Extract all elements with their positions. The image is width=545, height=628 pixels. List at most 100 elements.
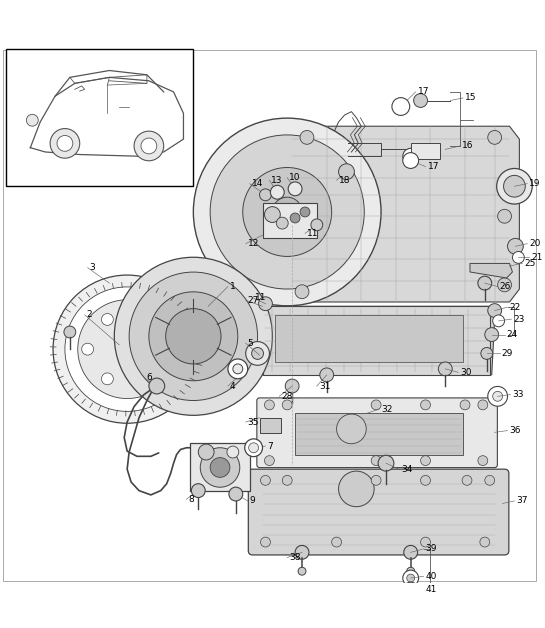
Circle shape xyxy=(478,456,488,465)
Circle shape xyxy=(198,444,214,460)
Text: 41: 41 xyxy=(426,585,437,593)
Text: 39: 39 xyxy=(426,544,437,553)
Circle shape xyxy=(141,313,153,325)
Circle shape xyxy=(320,368,334,382)
Circle shape xyxy=(496,168,532,204)
Circle shape xyxy=(371,475,381,485)
Circle shape xyxy=(243,168,332,256)
Circle shape xyxy=(259,189,271,201)
Text: 32: 32 xyxy=(381,404,392,414)
Text: 13: 13 xyxy=(271,176,283,185)
Circle shape xyxy=(246,342,269,365)
Text: 36: 36 xyxy=(510,426,521,435)
Circle shape xyxy=(404,546,417,560)
Circle shape xyxy=(481,347,493,359)
FancyBboxPatch shape xyxy=(249,469,509,555)
Text: 11: 11 xyxy=(255,293,266,302)
Text: 1: 1 xyxy=(230,282,235,291)
Circle shape xyxy=(488,386,507,406)
Text: 2: 2 xyxy=(87,310,92,320)
Circle shape xyxy=(438,362,452,376)
Circle shape xyxy=(371,400,381,410)
Circle shape xyxy=(290,213,300,223)
Circle shape xyxy=(300,207,310,217)
Circle shape xyxy=(252,347,263,359)
Circle shape xyxy=(460,400,470,410)
Circle shape xyxy=(249,443,258,453)
Circle shape xyxy=(478,276,492,290)
Circle shape xyxy=(378,455,394,471)
Circle shape xyxy=(493,315,505,327)
Circle shape xyxy=(298,567,306,575)
Text: 17: 17 xyxy=(427,162,439,171)
Circle shape xyxy=(270,185,284,199)
Circle shape xyxy=(26,114,38,126)
Circle shape xyxy=(149,378,165,394)
Circle shape xyxy=(50,129,80,158)
Text: 27: 27 xyxy=(247,296,259,305)
Text: 37: 37 xyxy=(517,496,528,506)
Circle shape xyxy=(82,344,94,355)
Text: 10: 10 xyxy=(289,173,301,182)
Circle shape xyxy=(101,313,113,325)
Circle shape xyxy=(332,537,342,547)
Text: 6: 6 xyxy=(146,373,152,382)
Circle shape xyxy=(65,287,190,411)
Text: 22: 22 xyxy=(510,303,520,311)
Text: 40: 40 xyxy=(426,572,437,581)
Circle shape xyxy=(478,400,488,410)
Text: 5: 5 xyxy=(247,338,253,348)
Circle shape xyxy=(141,138,157,154)
Circle shape xyxy=(200,448,240,487)
Circle shape xyxy=(282,400,292,410)
Text: 20: 20 xyxy=(529,239,541,248)
Circle shape xyxy=(210,135,364,289)
Circle shape xyxy=(403,582,419,598)
Text: 21: 21 xyxy=(531,253,543,262)
Text: 14: 14 xyxy=(252,179,263,188)
Bar xyxy=(263,203,317,237)
Circle shape xyxy=(233,364,243,374)
Bar xyxy=(5,49,193,187)
Bar xyxy=(295,413,463,455)
Text: 35: 35 xyxy=(247,418,259,426)
Bar xyxy=(275,315,463,362)
Circle shape xyxy=(337,414,366,444)
Circle shape xyxy=(272,197,302,227)
Circle shape xyxy=(300,131,314,144)
Circle shape xyxy=(462,475,472,485)
Circle shape xyxy=(149,292,238,381)
Circle shape xyxy=(488,304,501,318)
Text: 19: 19 xyxy=(529,179,541,188)
Circle shape xyxy=(228,359,247,379)
Text: 11: 11 xyxy=(307,229,318,238)
Circle shape xyxy=(493,391,502,401)
Text: 4: 4 xyxy=(230,382,235,391)
Circle shape xyxy=(295,546,309,560)
Circle shape xyxy=(134,131,164,161)
Circle shape xyxy=(421,475,431,485)
Circle shape xyxy=(245,439,263,457)
Circle shape xyxy=(78,300,177,399)
Bar xyxy=(190,443,250,490)
Circle shape xyxy=(166,308,221,364)
Text: 9: 9 xyxy=(250,496,256,506)
Polygon shape xyxy=(287,126,519,302)
Circle shape xyxy=(141,373,153,385)
Circle shape xyxy=(285,379,299,393)
Circle shape xyxy=(264,456,274,465)
Circle shape xyxy=(488,131,501,144)
Circle shape xyxy=(498,209,511,223)
Circle shape xyxy=(210,458,230,477)
Circle shape xyxy=(276,217,288,229)
Bar xyxy=(411,143,440,159)
Text: 30: 30 xyxy=(460,368,471,377)
Text: 26: 26 xyxy=(500,282,511,291)
Circle shape xyxy=(371,456,381,465)
Circle shape xyxy=(512,251,524,263)
Circle shape xyxy=(507,239,523,254)
Circle shape xyxy=(288,182,302,196)
Text: 29: 29 xyxy=(501,349,513,358)
Circle shape xyxy=(504,175,525,197)
Circle shape xyxy=(414,94,427,107)
